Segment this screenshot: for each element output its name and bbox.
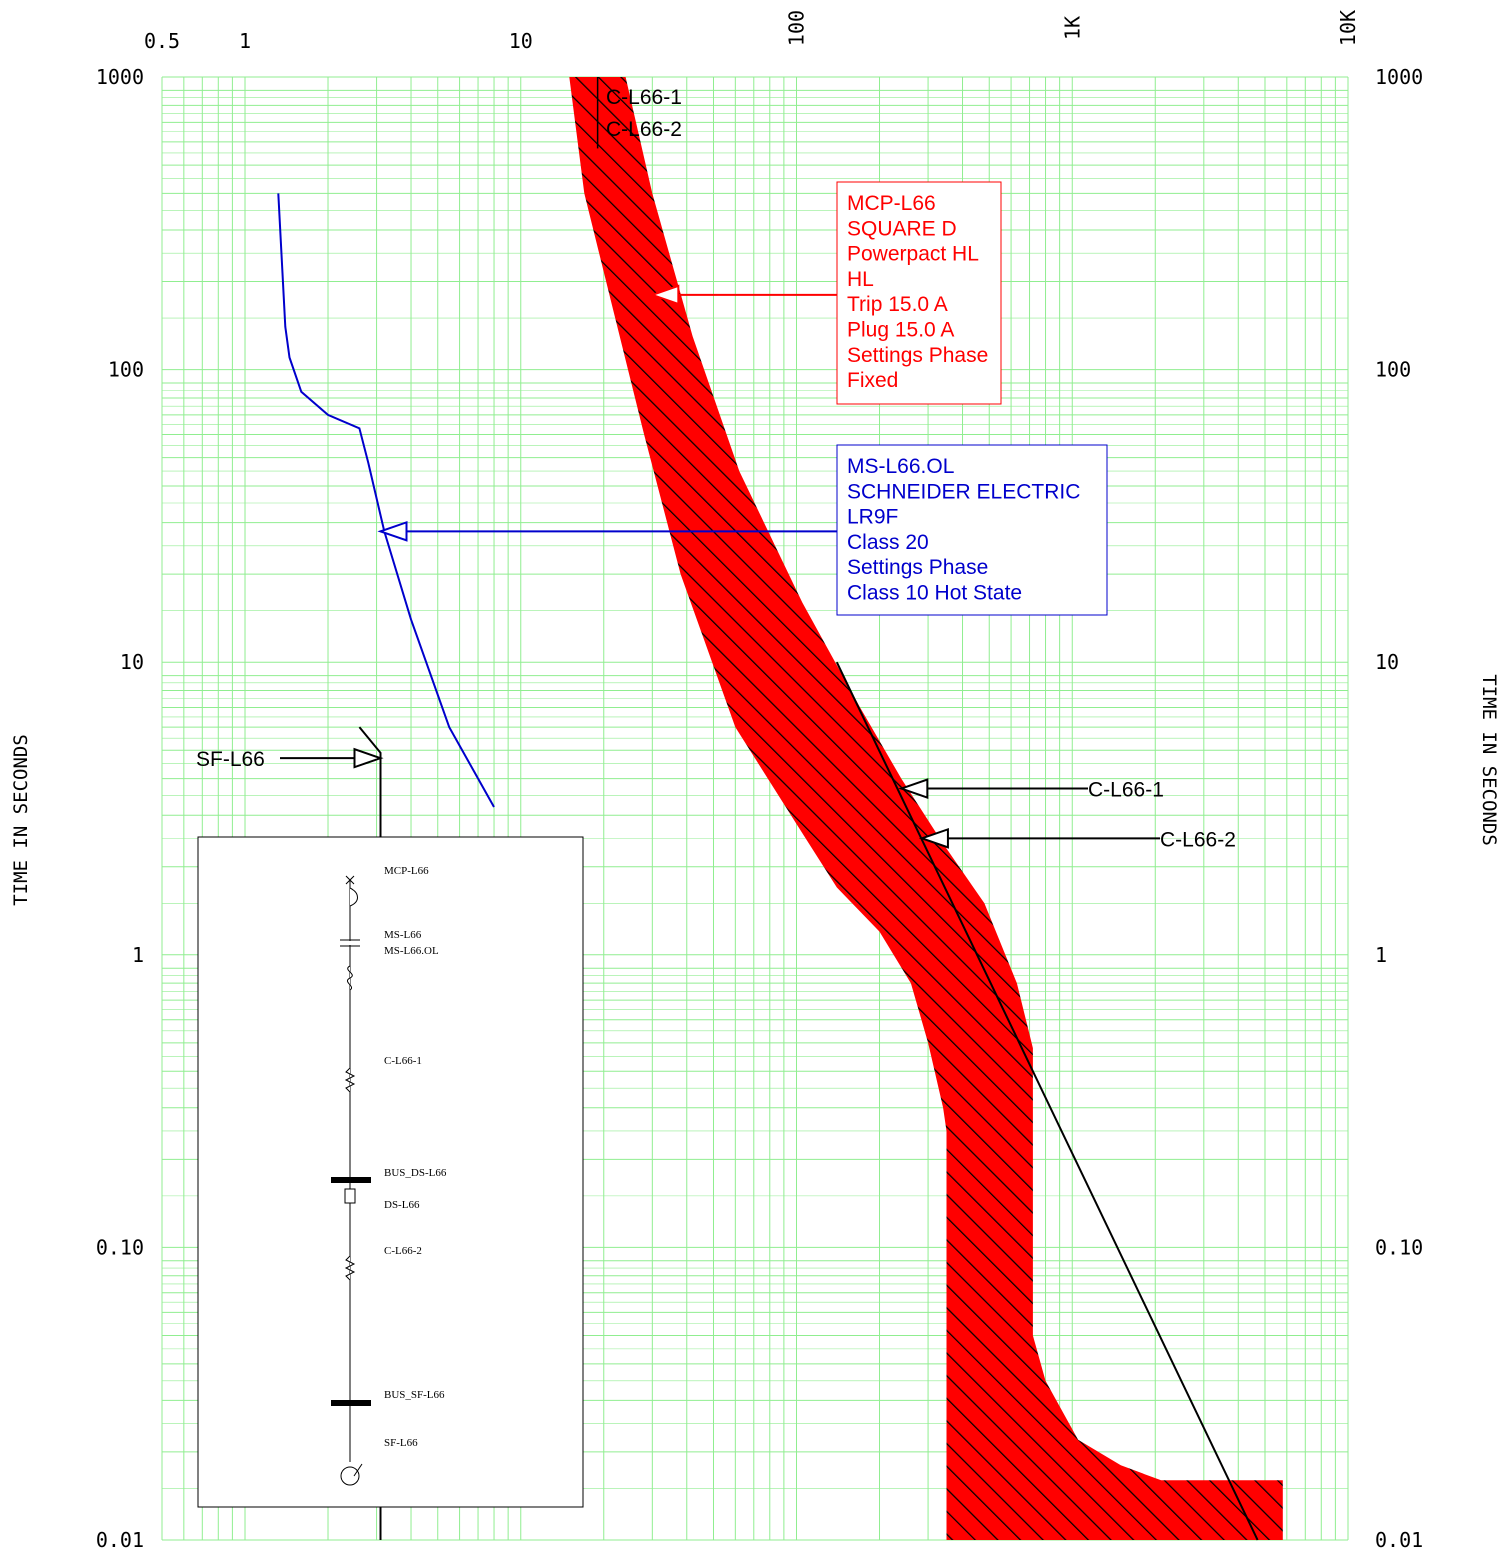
y-tick-label-left: 1000 [96, 65, 144, 89]
breaker-label-box [836, 181, 1002, 405]
oneline-label-cable-2: C-L66-2 [384, 1245, 422, 1257]
fuse-arrow-icon [353, 747, 384, 769]
oneline-label-mcp: MCP-L66 [384, 865, 429, 877]
breaker-arrow-icon [649, 284, 680, 306]
bus-ds-icon [331, 1177, 371, 1183]
overload-label-box [836, 444, 1108, 616]
cable-damage-curve [835, 661, 1259, 1541]
fuse-slash-icon [353, 1463, 363, 1477]
breaker-label-line: Trip 15.0 A [847, 293, 948, 316]
y-tick-label-left: 0.10 [96, 1235, 144, 1259]
oneline-label-bus-ds: BUS_DS-L66 [384, 1167, 447, 1179]
y-tick-label-left: 10 [120, 650, 144, 674]
x-tick-label: 0.5 [144, 29, 180, 53]
breaker-label-line: Settings Phase [847, 344, 988, 367]
cable-1-icon [344, 1067, 356, 1093]
one-line-diagram: MCP-L66 MS-L66 MS-L66.OL C-L66-1 BUS_DS-… [197, 836, 584, 1508]
overload-arrow-icon [377, 520, 408, 542]
breaker-label-line: Plug 15.0 A [847, 319, 954, 342]
breaker-label-line: Powerpact HL [847, 243, 979, 266]
breaker-arc-icon [349, 887, 358, 907]
cable-2-label: C-L66-2 [1160, 828, 1236, 851]
one-line-box [197, 836, 584, 1508]
y-tick-label-left: 100 [108, 358, 144, 382]
cable-1-label: C-L66-1 [1088, 779, 1164, 802]
x-tick-label: 1K [1060, 16, 1084, 40]
oneline-label-ds: DS-L66 [384, 1199, 420, 1211]
overload-label-line: Settings Phase [847, 556, 988, 579]
x-tick-label: 1 [239, 29, 251, 53]
grid-lines [161, 76, 1349, 1541]
disconnect-switch-icon [344, 1188, 356, 1204]
y-axis-title-right: TIME IN SECONDS [1478, 674, 1500, 846]
oneline-label-ms: MS-L66 [384, 929, 422, 941]
y-tick-label-right: 100 [1375, 358, 1411, 382]
fuse-label: SF-L66 [196, 748, 265, 771]
y-tick-label-left: 0.01 [96, 1528, 144, 1552]
cable-2-arrow-icon [918, 827, 949, 849]
y-tick-label-right: 1 [1375, 943, 1387, 967]
y-tick-label-left: 1 [132, 943, 144, 967]
tick-labels: 0.5 1 10 100 1K 10K 1000 1000 100 100 10 10 1 1 0.10 0.… [96, 10, 1423, 1552]
overload-relay-curve [277, 193, 495, 808]
oneline-label-bus-sf: BUS_SF-L66 [384, 1389, 445, 1401]
y-tick-label-right: 10 [1375, 650, 1399, 674]
y-axis-title-left: TIME IN SECONDS [10, 734, 32, 906]
breaker-label-line: Fixed [847, 369, 898, 392]
oneline-label-ms-ol: MS-L66.OL [384, 945, 439, 957]
x-tick-label: 100 [785, 10, 809, 46]
oneline-label-cable-1: C-L66-1 [384, 1055, 422, 1067]
overload-label-line: MS-L66.OL [847, 455, 954, 478]
y-tick-label-right: 0.01 [1375, 1528, 1423, 1552]
overload-heater-icon [346, 965, 353, 991]
breaker-trip-band [569, 77, 1283, 1540]
breaker-label-line: MCP-L66 [847, 192, 936, 215]
overload-label-line: SCHNEIDER ELECTRIC [847, 480, 1080, 503]
breaker-label-line: HL [847, 268, 874, 291]
top-cable-1-label: C-L66-1 [606, 86, 682, 109]
bus-sf-icon [331, 1400, 371, 1406]
overload-label-line: LR9F [847, 506, 898, 529]
top-cable-2-label: C-L66-2 [606, 118, 682, 141]
x-tick-label: 10 [509, 29, 533, 53]
y-tick-label-right: 0.10 [1375, 1235, 1423, 1259]
oneline-label-sf: SF-L66 [384, 1437, 418, 1449]
cable-1-arrow-icon [898, 778, 929, 799]
fuse-icon [340, 1466, 360, 1486]
breaker-label-line: SQUARE D [847, 217, 957, 240]
overload-label-line: Class 10 Hot State [847, 582, 1022, 605]
cable-2-icon [344, 1255, 356, 1281]
overload-label-line: Class 20 [847, 531, 929, 554]
x-tick-label: 10K [1336, 10, 1360, 46]
breaker-x-icon [345, 875, 355, 885]
y-tick-label-right: 1000 [1375, 65, 1423, 89]
